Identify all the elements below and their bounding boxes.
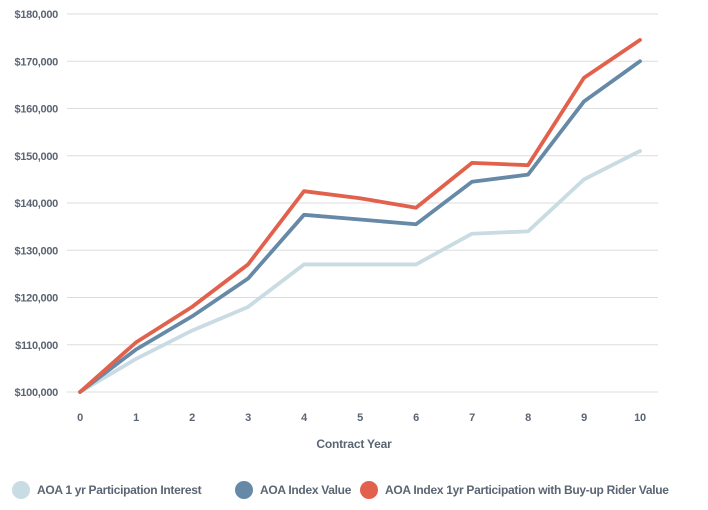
x-tick-label: 10 — [634, 412, 646, 424]
y-tick-label: $100,000 — [15, 387, 59, 399]
series-line-1 — [78, 59, 642, 394]
y-tick-label: $110,000 — [15, 340, 58, 352]
y-tick-label: $150,000 — [15, 151, 59, 163]
line-chart: $100,000 $110,000 $120,000 $130,000 $140,000… — [15, 9, 658, 424]
legend-dot-light-blue-icon — [12, 481, 30, 499]
legend-item-index-value: AOA Index Value — [235, 481, 351, 499]
series-line-0 — [78, 149, 642, 394]
x-tick-label: 9 — [581, 412, 587, 424]
x-tick-label: 5 — [357, 412, 363, 424]
x-tick-label: 1 — [133, 412, 139, 424]
legend-item-buyup-rider: AOA Index 1yr Participation with Buy-up … — [360, 481, 669, 499]
y-tick-label: $140,000 — [15, 198, 59, 210]
x-axis-title: Contract Year — [316, 437, 392, 451]
y-tick-label: $120,000 — [15, 293, 59, 305]
x-tick-label: 8 — [525, 412, 531, 424]
legend-dot-steel-blue-icon — [235, 481, 253, 499]
y-tick-label: $130,000 — [15, 245, 59, 257]
x-tick-label: 6 — [413, 412, 419, 424]
legend-dot-red-icon — [360, 481, 378, 499]
y-tick-label: $170,000 — [15, 56, 59, 68]
legend-label: AOA Index Value — [260, 483, 352, 497]
legend: AOA 1 yr Participation Interest AOA Inde… — [0, 481, 708, 507]
y-tick-label: $160,000 — [15, 104, 59, 116]
x-tick-label: 4 — [301, 412, 308, 424]
x-tick-label: 2 — [189, 412, 195, 424]
x-tick-label: 0 — [77, 412, 83, 424]
legend-item-participation-interest: AOA 1 yr Participation Interest — [12, 481, 202, 499]
x-tick-label: 3 — [245, 412, 251, 424]
y-tick-label: $180,000 — [15, 9, 59, 21]
x-tick-label: 7 — [469, 412, 475, 424]
legend-label: AOA Index 1yr Participation with Buy-up … — [385, 483, 669, 497]
legend-label: AOA 1 yr Participation Interest — [37, 483, 202, 497]
series-line-2 — [78, 38, 642, 394]
